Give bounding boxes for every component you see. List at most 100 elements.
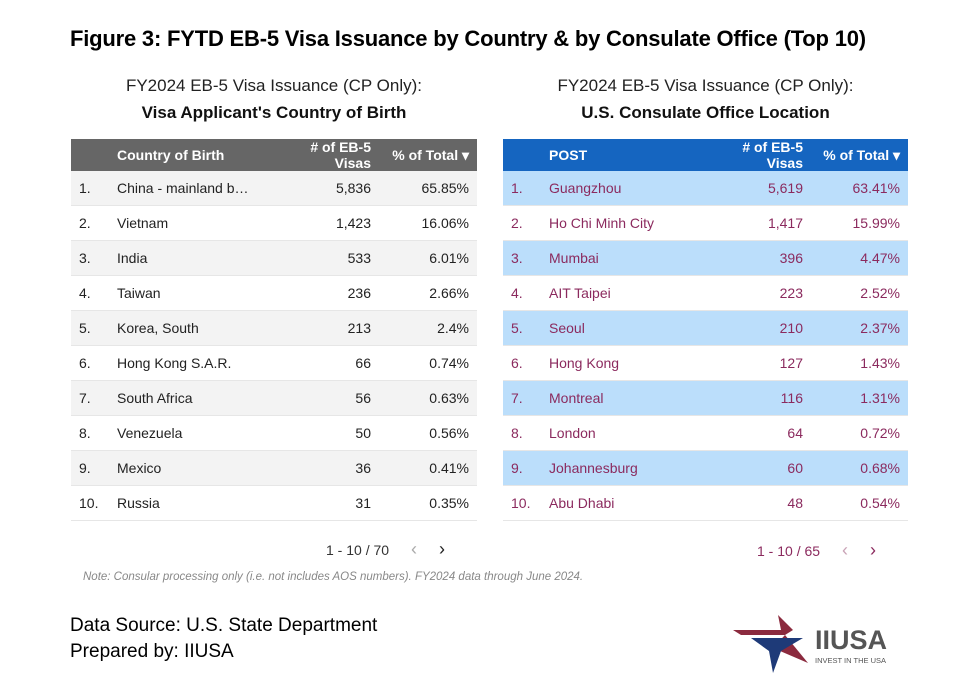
- prev-page-icon[interactable]: ‹: [411, 539, 418, 559]
- svg-text:INVEST IN THE USA: INVEST IN THE USA: [815, 656, 886, 665]
- row-name: Seoul: [541, 310, 701, 346]
- row-percent: 63.41%: [811, 171, 908, 206]
- row-percent: 15.99%: [811, 205, 908, 241]
- row-rank: 1.: [503, 171, 541, 206]
- svg-text:IIUSA: IIUSA: [815, 625, 887, 655]
- right-pagination: 1 - 10 / 65 ‹ ›: [757, 540, 876, 561]
- row-name: Montreal: [541, 380, 701, 416]
- table-row[interactable]: 8. London 64 0.72%: [503, 415, 908, 451]
- row-percent: 2.66%: [379, 275, 477, 311]
- row-visas: 50: [269, 415, 379, 451]
- column-header-label: % of Total: [392, 146, 459, 163]
- right-subtitle: FY2024 EB-5 Visa Issuance (CP Only): U.S.…: [503, 72, 908, 126]
- row-rank: 7.: [503, 380, 541, 416]
- table-row[interactable]: 8. Venezuela 50 0.56%: [71, 415, 477, 451]
- iiusa-logo: IIUSA INVEST IN THE USA: [733, 613, 903, 673]
- prev-page-icon[interactable]: ‹: [842, 540, 849, 560]
- table-row[interactable]: 5. Seoul 210 2.37%: [503, 310, 908, 346]
- star-logo-icon: IIUSA INVEST IN THE USA: [733, 615, 887, 673]
- table-row[interactable]: 4. Taiwan 236 2.66%: [71, 275, 477, 311]
- row-percent: 2.4%: [379, 310, 477, 346]
- row-name: Johannesburg: [541, 450, 701, 486]
- table-row[interactable]: 10. Abu Dhabi 48 0.54%: [503, 485, 908, 521]
- row-visas: 127: [701, 345, 811, 381]
- table-row[interactable]: 5. Korea, South 213 2.4%: [71, 310, 477, 346]
- column-header[interactable]: % of Total ▾: [379, 139, 477, 171]
- column-header[interactable]: POST: [541, 139, 701, 171]
- row-percent: 0.56%: [379, 415, 477, 451]
- next-page-icon[interactable]: ›: [439, 539, 446, 559]
- table-row[interactable]: 7. South Africa 56 0.63%: [71, 380, 477, 416]
- table-row[interactable]: 2. Vietnam 1,423 16.06%: [71, 205, 477, 241]
- row-visas: 64: [701, 415, 811, 451]
- row-visas: 1,423: [269, 205, 379, 241]
- table-row[interactable]: 9. Mexico 36 0.41%: [71, 450, 477, 486]
- country-of-birth-table: Country of Birth # of EB-5 Visas% of Tota…: [71, 139, 477, 521]
- column-header[interactable]: # of EB-5 Visas: [701, 139, 811, 171]
- table-row[interactable]: 3. Mumbai 396 4.47%: [503, 240, 908, 276]
- row-rank: 2.: [71, 205, 109, 241]
- row-visas: 60: [701, 450, 811, 486]
- table-row[interactable]: 6. Hong Kong S.A.R. 66 0.74%: [71, 345, 477, 381]
- table-row[interactable]: 1. Guangzhou 5,619 63.41%: [503, 171, 908, 206]
- row-percent: 0.63%: [379, 380, 477, 416]
- row-percent: 16.06%: [379, 205, 477, 241]
- table-row[interactable]: 9. Johannesburg 60 0.68%: [503, 450, 908, 486]
- row-visas: 223: [701, 275, 811, 311]
- row-percent: 0.54%: [811, 485, 908, 521]
- row-percent: 1.31%: [811, 380, 908, 416]
- row-percent: 0.74%: [379, 345, 477, 381]
- row-name: South Africa: [109, 380, 269, 416]
- footnote: Note: Consular processing only (i.e. not…: [83, 571, 584, 583]
- table-header: POST # of EB-5 Visas% of Total ▾: [503, 139, 908, 171]
- row-name: Mumbai: [541, 240, 701, 276]
- row-name: Abu Dhabi: [541, 485, 701, 521]
- table-row[interactable]: 10. Russia 31 0.35%: [71, 485, 477, 521]
- row-rank: 8.: [503, 415, 541, 451]
- row-percent: 4.47%: [811, 240, 908, 276]
- row-name: Hong Kong: [541, 345, 701, 381]
- row-name: AIT Taipei: [541, 275, 701, 311]
- column-header[interactable]: # of EB-5 Visas: [269, 139, 379, 171]
- page-range: 1 - 10 / 65: [757, 542, 821, 559]
- right-subtitle-text: FY2024 EB-5 Visa Issuance (CP Only):: [557, 76, 854, 95]
- next-page-icon[interactable]: ›: [870, 540, 877, 560]
- left-pagination: 1 - 10 / 70 ‹ ›: [326, 539, 445, 560]
- column-header[interactable]: % of Total ▾: [811, 139, 908, 171]
- table-row[interactable]: 7. Montreal 116 1.31%: [503, 380, 908, 416]
- table-row[interactable]: 2. Ho Chi Minh City 1,417 15.99%: [503, 205, 908, 241]
- table-row[interactable]: 6. Hong Kong 127 1.43%: [503, 345, 908, 381]
- column-header: [71, 139, 109, 171]
- column-header-label: % of Total: [823, 146, 890, 163]
- row-visas: 56: [269, 380, 379, 416]
- row-rank: 3.: [503, 240, 541, 276]
- row-rank: 10.: [71, 485, 109, 521]
- row-rank: 4.: [71, 275, 109, 311]
- row-percent: 0.41%: [379, 450, 477, 486]
- sort-caret-down-icon[interactable]: ▾: [458, 146, 469, 163]
- left-subtitle: FY2024 EB-5 Visa Issuance (CP Only): Visa…: [71, 72, 477, 126]
- sort-caret-down-icon[interactable]: ▾: [889, 146, 900, 163]
- row-visas: 1,417: [701, 205, 811, 241]
- figure-title: Figure 3: FYTD EB-5 Visa Issuance by Cou…: [70, 26, 866, 51]
- table-row[interactable]: 1. China - mainland b… 5,836 65.85%: [71, 171, 477, 206]
- data-source: Data Source: U.S. State Department: [70, 615, 378, 636]
- row-visas: 36: [269, 450, 379, 486]
- row-name: Guangzhou: [541, 171, 701, 206]
- column-header[interactable]: Country of Birth: [109, 139, 269, 171]
- row-visas: 236: [269, 275, 379, 311]
- consulate-office-table: POST # of EB-5 Visas% of Total ▾ 1. Guangzh…: [503, 139, 908, 521]
- right-subtitle-bold: U.S. Consulate Office Location: [581, 103, 830, 122]
- row-rank: 1.: [71, 171, 109, 206]
- row-name: Korea, South: [109, 310, 269, 346]
- table-row[interactable]: 3. India 533 6.01%: [71, 240, 477, 276]
- row-name: Mexico: [109, 450, 269, 486]
- column-header-label: POST: [549, 147, 588, 163]
- left-subtitle-text: FY2024 EB-5 Visa Issuance (CP Only):: [125, 76, 423, 95]
- prepared-by: Prepared by: IIUSA: [70, 641, 234, 662]
- row-rank: 9.: [503, 450, 541, 486]
- table-row[interactable]: 4. AIT Taipei 223 2.52%: [503, 275, 908, 311]
- row-visas: 48: [701, 485, 811, 521]
- row-visas: 66: [269, 345, 379, 381]
- row-rank: 5.: [503, 310, 541, 346]
